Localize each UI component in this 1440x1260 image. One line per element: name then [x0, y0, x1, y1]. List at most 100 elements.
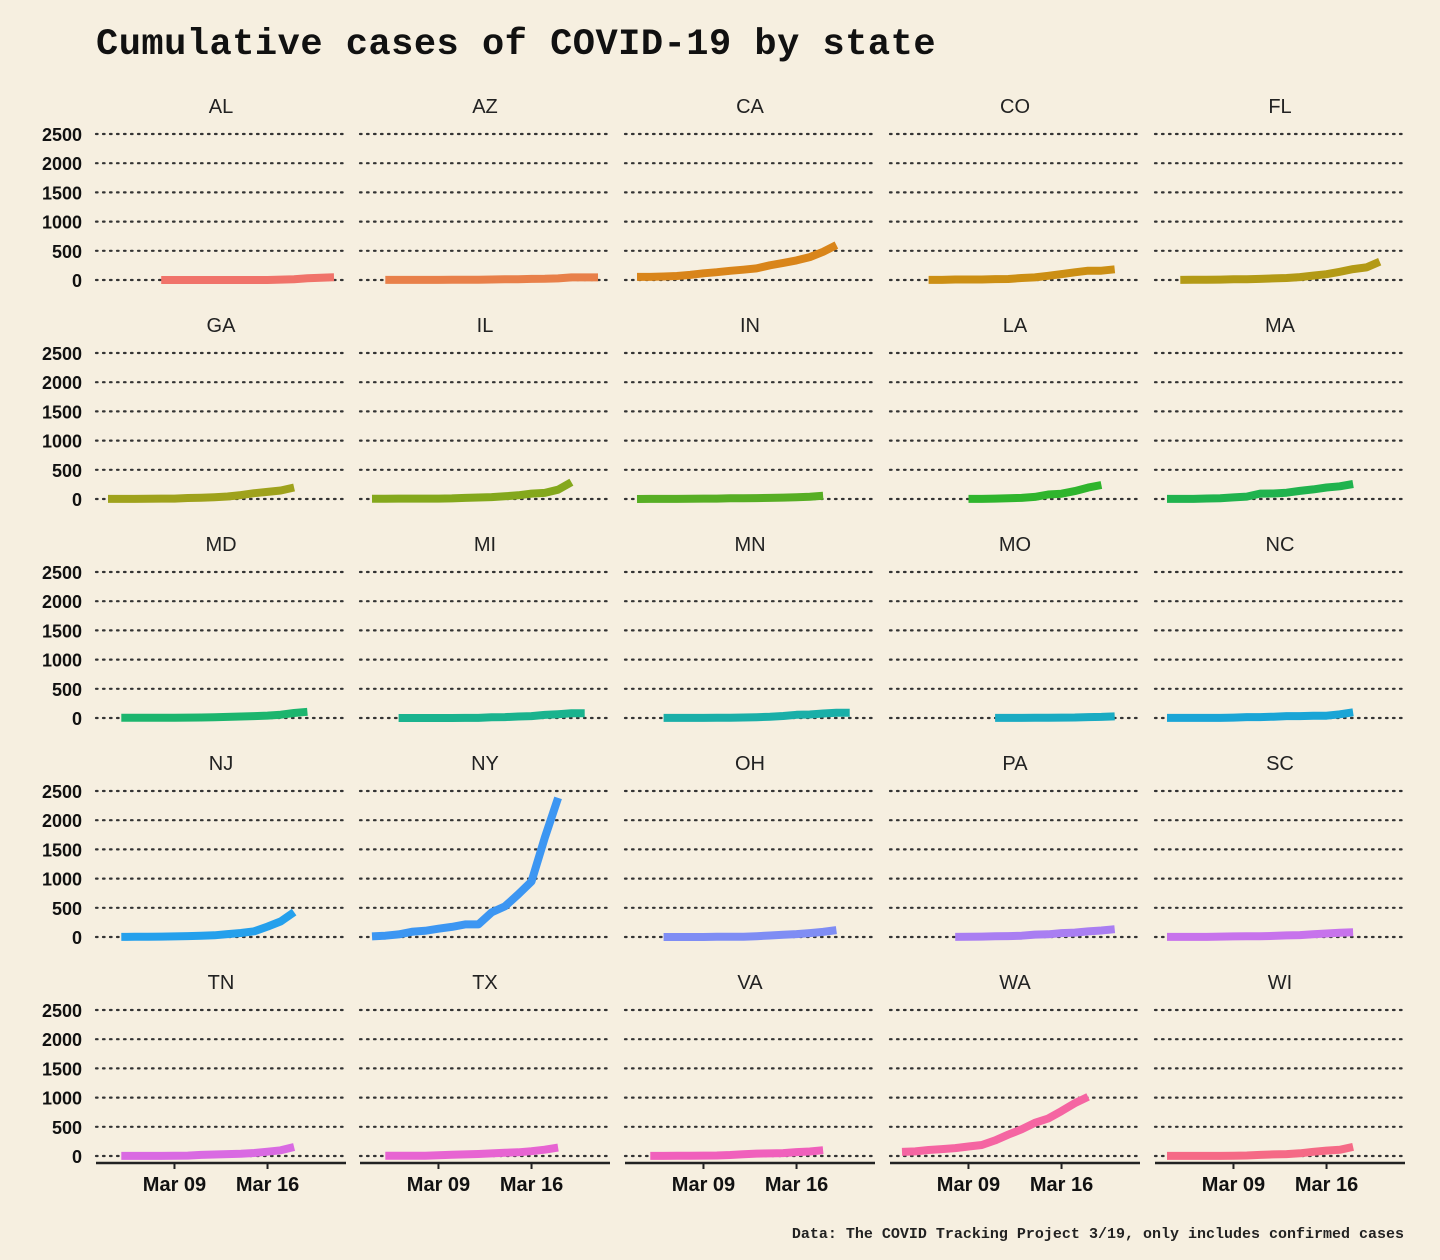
panel-mi: MI [358, 534, 612, 722]
y-tick-label: 1500 [42, 183, 82, 203]
panel-title: CO [1000, 96, 1030, 118]
x-tick-label: Mar 09 [672, 1174, 735, 1196]
y-tick-label: 1000 [42, 432, 82, 452]
series-line-ga [108, 483, 295, 503]
series-line-fl [1180, 258, 1382, 284]
chart-title: Cumulative cases of COVID-19 by state [96, 24, 937, 66]
panel-title: IL [477, 315, 494, 337]
panel-title: NY [471, 753, 499, 775]
y-tick-label: 2500 [42, 1001, 82, 1021]
series-line-il [371, 478, 574, 503]
series-line-oh [663, 926, 837, 941]
panel-md: MD 0 500 1000 1500 2000 2500 [42, 534, 348, 729]
panel-va: VA Mar 09 Mar 16 [623, 972, 877, 1196]
panel-title: NJ [209, 753, 233, 775]
y-tick-label: 2500 [42, 782, 82, 802]
panel-title: TN [208, 972, 235, 994]
y-tick-label: 2500 [42, 125, 82, 145]
panel-title: OH [735, 753, 765, 775]
series-line-tx [385, 1143, 559, 1160]
x-tick-label: Mar 16 [500, 1174, 563, 1196]
x-tick-label: Mar 09 [937, 1174, 1000, 1196]
x-tick-label: Mar 09 [407, 1174, 470, 1196]
y-tick-label: 0 [72, 490, 82, 510]
y-tick-label: 1000 [42, 651, 82, 671]
panel-title: GA [207, 315, 237, 337]
panel-ga: GA 0 500 1000 1500 2000 2500 [42, 315, 348, 510]
y-tick-label: 2500 [42, 563, 82, 583]
series-line-nj [121, 908, 297, 941]
panel-wi: WI Mar 09 Mar 16 [1153, 972, 1407, 1196]
panel-ny: NY [358, 753, 612, 941]
series-line-co [928, 265, 1116, 284]
y-tick-label: 1500 [42, 1059, 82, 1079]
y-tick-label: 500 [52, 899, 82, 919]
series-line-ny [371, 796, 562, 941]
panel-title: PA [1002, 753, 1028, 775]
panel-title: WI [1268, 972, 1292, 994]
panel-il: IL [358, 315, 612, 503]
panel-title: WA [999, 972, 1031, 994]
x-tick-label: Mar 09 [1202, 1174, 1265, 1196]
y-tick-label: 2000 [42, 592, 82, 612]
series-line-wa [901, 1093, 1090, 1156]
y-tick-label: 1000 [42, 213, 82, 233]
x-tick-label: Mar 16 [1295, 1174, 1358, 1196]
y-tick-label: 500 [52, 461, 82, 481]
series-line-md [121, 707, 308, 722]
series-line-tn [121, 1143, 296, 1160]
series-line-nc [1167, 708, 1354, 722]
panel-fl: FL [1153, 96, 1407, 284]
y-tick-label: 500 [52, 1118, 82, 1138]
panel-title: AZ [472, 96, 498, 118]
y-tick-label: 2000 [42, 373, 82, 393]
series-line-wi [1167, 1142, 1354, 1160]
panel-tx: TX Mar 09 Mar 16 [358, 972, 612, 1196]
panel-title: MD [205, 534, 236, 556]
panel-in: IN [623, 315, 877, 503]
panel-mo: MO [888, 534, 1142, 722]
panel-title: LA [1003, 315, 1028, 337]
y-tick-label: 2000 [42, 811, 82, 831]
y-tick-label: 500 [52, 680, 82, 700]
y-tick-label: 2500 [42, 344, 82, 364]
series-line-pa [955, 925, 1116, 941]
series-line-mn [663, 708, 850, 722]
panel-wa: WA Mar 09 Mar 16 [888, 972, 1142, 1196]
panel-title: NC [1266, 534, 1295, 556]
y-tick-label: 1000 [42, 1089, 82, 1109]
x-tick-label: Mar 16 [236, 1174, 299, 1196]
series-line-mo [995, 712, 1115, 722]
x-tick-label: Mar 16 [1030, 1174, 1093, 1196]
x-tick-label: Mar 16 [765, 1174, 828, 1196]
series-line-az [385, 273, 598, 284]
panel-title: VA [737, 972, 763, 994]
y-tick-label: 0 [72, 1147, 82, 1167]
panel-pa: PA [888, 753, 1142, 941]
panel-title: CA [736, 96, 764, 118]
panel-title: MO [999, 534, 1031, 556]
panel-title: MN [734, 534, 765, 556]
panel-title: MA [1265, 315, 1296, 337]
series-line-al [161, 273, 335, 284]
y-tick-label: 2000 [42, 154, 82, 174]
panel-title: TX [472, 972, 498, 994]
panel-sc: SC [1153, 753, 1407, 941]
y-tick-label: 1500 [42, 402, 82, 422]
chart-caption: Data: The COVID Tracking Project 3/19, o… [791, 1226, 1404, 1243]
y-tick-label: 2000 [42, 1030, 82, 1050]
series-line-sc [1167, 928, 1354, 941]
y-tick-label: 0 [72, 928, 82, 948]
panel-nc: NC [1153, 534, 1407, 722]
y-tick-label: 1000 [42, 870, 82, 890]
panel-ma: MA [1153, 315, 1407, 503]
panel-nj: NJ 0 500 1000 1500 2000 2500 [42, 753, 348, 948]
y-tick-label: 0 [72, 271, 82, 291]
panel-title: IN [740, 315, 760, 337]
panel-co: CO [888, 96, 1142, 284]
series-line-ma [1167, 480, 1354, 503]
y-tick-label: 0 [72, 709, 82, 729]
panel-oh: OH [623, 753, 877, 941]
